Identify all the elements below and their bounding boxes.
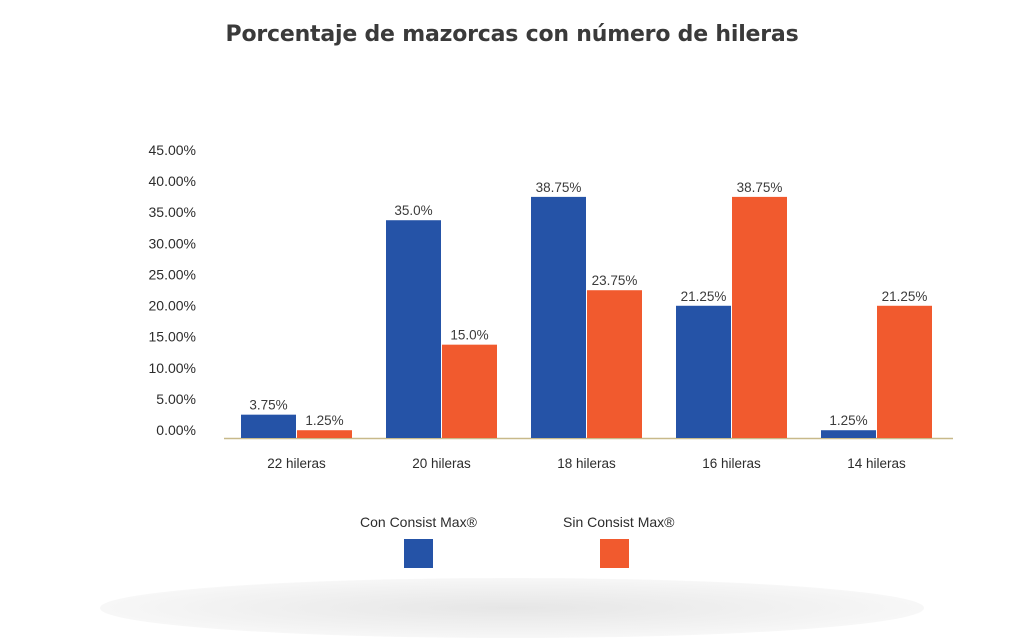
data-label: 23.75% [592, 273, 638, 288]
y-tick-label: 25.00% [149, 266, 196, 282]
y-tick-label: 5.00% [156, 391, 196, 407]
y-tick-label: 35.00% [149, 204, 196, 220]
data-label: 1.25% [829, 413, 867, 428]
bar-chart: 0.00% 5.00% 10.00% 15.00% 20.00% 25.00% 30.00%… [149, 142, 953, 471]
data-label: 38.75% [737, 180, 783, 195]
bar-sin [732, 196, 787, 438]
x-tick-label: 22 hileras [267, 456, 326, 471]
legend-swatch-con [404, 539, 433, 568]
x-tick-label: 16 hileras [702, 456, 761, 471]
data-label: 3.75% [249, 398, 287, 413]
legend-label-con: Con Consist Max® [360, 514, 477, 530]
data-label: 15.0% [450, 328, 488, 343]
data-label: 35.0% [394, 203, 432, 218]
bar-con [531, 196, 586, 438]
data-label: 21.25% [882, 289, 928, 304]
y-tick-label: 45.00% [149, 142, 196, 158]
bar-con [386, 220, 441, 438]
x-tick-label: 14 hileras [847, 456, 906, 471]
y-tick-label: 15.00% [149, 329, 196, 345]
y-tick-label: 30.00% [149, 235, 196, 251]
data-label: 1.25% [305, 413, 343, 428]
y-tick-label: 20.00% [149, 298, 196, 314]
bar-con [821, 430, 876, 438]
data-label: 21.25% [681, 289, 727, 304]
legend-swatch-sin [600, 539, 629, 568]
y-tick-label: 40.00% [149, 173, 196, 189]
x-tick-label: 20 hileras [412, 456, 471, 471]
x-tick-label: 18 hileras [557, 456, 616, 471]
y-tick-label: 10.00% [149, 360, 196, 376]
bar-sin [877, 305, 932, 438]
bar-sin [587, 290, 642, 438]
chart-title: Porcentaje de mazorcas con número de hil… [225, 22, 799, 47]
bar-con [241, 414, 296, 438]
data-label: 38.75% [536, 180, 582, 195]
y-tick-label: 0.00% [156, 422, 196, 438]
decorative-shadow [100, 578, 924, 638]
bar-sin [442, 344, 497, 438]
bar-sin [297, 430, 352, 438]
legend-label-sin: Sin Consist Max® [563, 514, 675, 530]
bar-con [676, 305, 731, 438]
